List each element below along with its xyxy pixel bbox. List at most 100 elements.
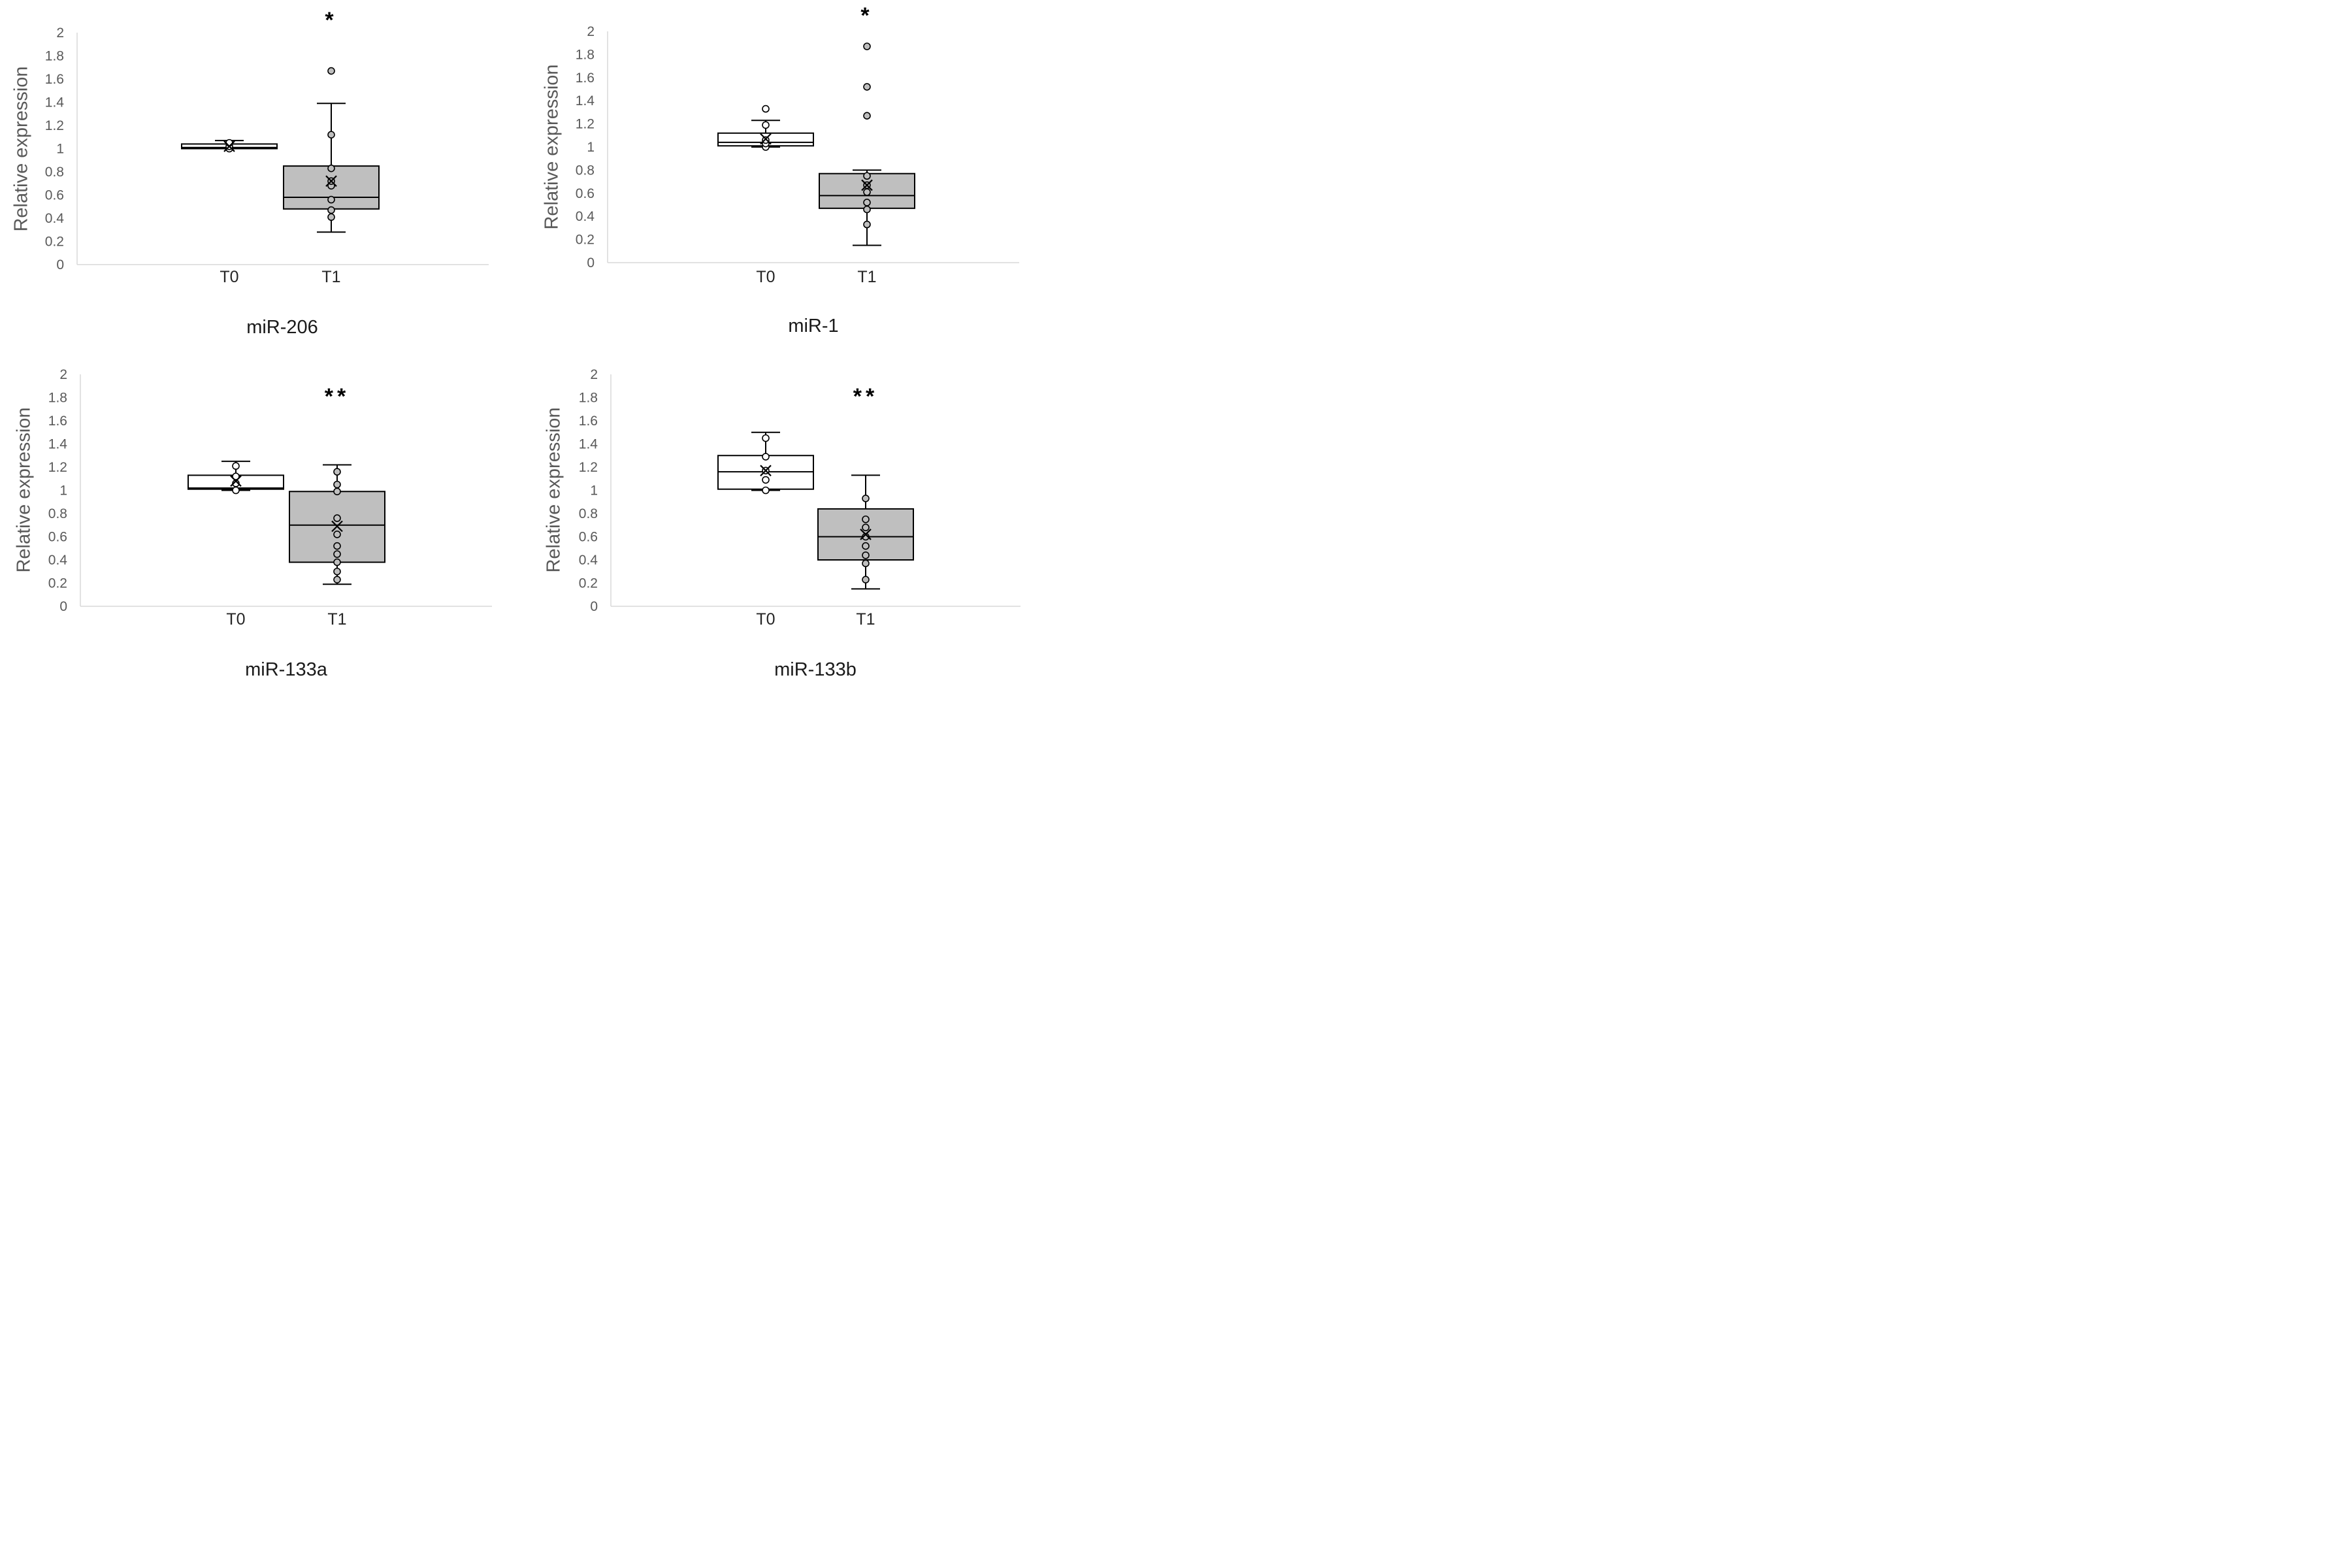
data-point — [863, 199, 871, 206]
panel-title: miR-133b — [774, 659, 857, 680]
y-tick-label: 2 — [587, 24, 595, 39]
y-tick-label: 2 — [590, 367, 598, 382]
y-tick-label: 0.2 — [579, 576, 598, 591]
panel-mir-133b: 0 0.2 0.4 0.6 0.8 1 1.2 1.4 1.6 1.8 2 Relative expr… — [544, 367, 1021, 680]
data-point — [333, 514, 341, 522]
data-point — [862, 523, 870, 532]
data-point — [327, 164, 335, 172]
y-tick-label: 0.4 — [48, 553, 68, 568]
y-tick-label: 0.2 — [48, 576, 67, 591]
data-point — [863, 188, 871, 196]
x-category-label: T1 — [321, 268, 340, 286]
data-point — [333, 542, 341, 550]
data-point — [232, 486, 240, 495]
data-point — [762, 121, 770, 129]
data-point — [863, 83, 871, 91]
x-category-label: T0 — [756, 268, 775, 286]
y-tick-label: 1.2 — [579, 460, 598, 475]
y-tick-label: 0.8 — [48, 506, 67, 521]
y-tick-label: 1 — [59, 483, 67, 498]
significance-marker: ** — [853, 384, 878, 409]
y-axis-title: Relative expression — [544, 407, 564, 572]
data-point — [333, 487, 341, 496]
y-tick-label: 1.2 — [48, 460, 67, 475]
y-tick-label: 0.4 — [576, 209, 595, 224]
y-tick-label: 1.8 — [48, 391, 67, 406]
data-point — [862, 576, 870, 583]
y-tick-label: 0.8 — [45, 165, 64, 180]
y-tick-label: 0.8 — [579, 506, 598, 521]
figure: 0 0.2 0.4 0.6 0.8 1 1.2 1.4 1.6 1.8 2 Relative expr… — [11, 3, 1021, 680]
data-point — [232, 472, 240, 481]
y-tick-label: 0.6 — [48, 530, 67, 545]
panel-title: miR-133a — [245, 659, 328, 680]
data-point — [762, 476, 770, 484]
data-point — [762, 434, 770, 442]
panel-mir-133a: 0 0.2 0.4 0.6 0.8 1 1.2 1.4 1.6 1.8 2 Relative expr… — [14, 367, 492, 680]
data-point — [762, 105, 770, 113]
y-tick-label: 0 — [59, 599, 67, 614]
y-tick-label: 1.4 — [48, 437, 68, 452]
y-tick-label: 1.2 — [576, 117, 595, 132]
y-tick-label: 1 — [56, 142, 64, 157]
y-tick-label: 1.4 — [579, 437, 598, 452]
panel-title: miR-1 — [788, 316, 838, 336]
y-axis-title: Relative expression — [14, 407, 35, 572]
mean-marker — [230, 475, 242, 487]
y-tick-label: 0.6 — [579, 530, 598, 545]
data-point — [862, 515, 870, 523]
data-point — [762, 136, 770, 144]
data-point — [863, 112, 871, 120]
y-tick-label: 1.8 — [579, 391, 598, 406]
y-tick-label: 1.6 — [48, 414, 67, 429]
data-point — [333, 480, 341, 489]
y-tick-label: 1.8 — [576, 47, 595, 62]
data-point — [327, 131, 335, 139]
data-point — [863, 205, 871, 214]
mean-marker — [760, 133, 772, 145]
x-category-label: T1 — [857, 268, 876, 286]
significance-marker: ** — [325, 384, 350, 409]
mean-marker — [860, 529, 872, 540]
y-axis-title: Relative expression — [11, 66, 32, 231]
data-point — [862, 551, 870, 559]
data-point — [327, 213, 335, 221]
panel-mir-1: 0 0.2 0.4 0.6 0.8 1 1.2 1.4 1.6 1.8 2 Relative expr… — [542, 3, 1019, 336]
panel-title: miR-206 — [246, 317, 318, 338]
data-point — [863, 220, 871, 229]
y-tick-label: 0 — [587, 255, 595, 270]
mean-marker — [223, 140, 235, 152]
data-point — [327, 67, 335, 75]
data-point — [333, 550, 341, 558]
x-category-label: T0 — [226, 610, 245, 629]
y-tick-label: 2 — [56, 25, 64, 41]
mean-marker — [760, 465, 772, 477]
data-point — [862, 559, 870, 568]
y-tick-label: 0 — [56, 257, 64, 272]
y-tick-label: 1.8 — [45, 49, 64, 64]
y-tick-label: 1.4 — [576, 93, 595, 108]
x-category-label: T0 — [220, 268, 238, 286]
y-tick-label: 1.6 — [576, 71, 595, 86]
y-tick-label: 1 — [590, 483, 598, 498]
data-point — [762, 453, 770, 461]
y-tick-label: 1.4 — [45, 95, 65, 110]
data-point — [863, 42, 871, 50]
data-point — [327, 206, 335, 214]
data-point — [333, 558, 341, 566]
mean-marker — [331, 520, 343, 532]
y-tick-label: 0.4 — [45, 211, 65, 226]
y-tick-label: 0.2 — [45, 235, 64, 250]
y-tick-label: 2 — [59, 367, 67, 382]
y-tick-label: 1.2 — [45, 118, 64, 133]
x-category-label: T0 — [756, 610, 775, 629]
data-point — [762, 486, 770, 495]
y-tick-label: 1.6 — [45, 72, 64, 87]
data-point — [225, 139, 233, 147]
data-point — [232, 462, 240, 470]
y-tick-label: 0.4 — [579, 553, 598, 568]
mean-marker — [861, 179, 873, 191]
x-category-label: T1 — [856, 610, 875, 629]
data-point — [862, 542, 870, 550]
data-point — [333, 567, 341, 576]
